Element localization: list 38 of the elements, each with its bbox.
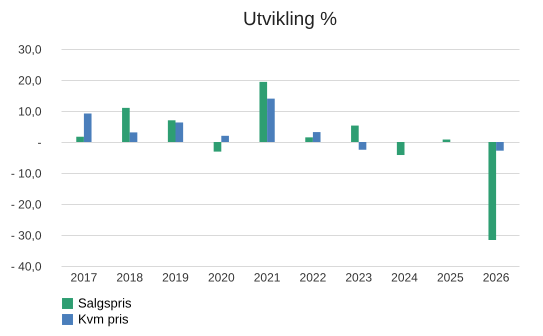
bar (496, 142, 504, 151)
y-tick-label: - 10,0 (10, 166, 42, 180)
y-tick-label: - 40,0 (10, 260, 42, 274)
bar (168, 120, 176, 142)
bar (267, 98, 275, 142)
legend-label: Kvm pris (78, 312, 130, 326)
x-tick-label: 2020 (208, 270, 235, 284)
y-tick-label: - 30,0 (10, 228, 42, 242)
x-tick-label: 2022 (300, 270, 327, 284)
bar (214, 142, 222, 152)
bar (351, 126, 359, 142)
bar (305, 137, 313, 142)
legend-label: Salgspris (78, 296, 132, 310)
chart-title: Utvikling % (243, 9, 338, 30)
bar (396, 142, 404, 156)
x-tick-label: 2017 (70, 270, 98, 284)
x-tick-label: 2024 (391, 270, 418, 284)
bar (358, 142, 366, 150)
y-tick-label: 20,0 (18, 74, 42, 88)
x-tick-label: 2023 (345, 270, 372, 284)
bar (221, 136, 229, 142)
bar (84, 113, 92, 142)
y-tick-label: - 20,0 (10, 198, 42, 212)
x-tick-label: 2026 (482, 270, 510, 284)
bar (176, 122, 184, 142)
y-tick-label: 30,0 (18, 42, 42, 56)
y-tick-label: 10,0 (18, 104, 42, 118)
x-tick-label: 2021 (254, 270, 281, 284)
bar (76, 136, 84, 142)
bar (259, 82, 268, 142)
bar (130, 132, 138, 142)
x-tick-label: 2019 (162, 270, 190, 284)
y-tick-label: - (38, 136, 42, 150)
bar (122, 108, 130, 142)
bar (312, 132, 321, 142)
x-tick-label: 2018 (116, 270, 144, 284)
x-tick-label: 2025 (436, 270, 464, 284)
bar (488, 142, 496, 240)
